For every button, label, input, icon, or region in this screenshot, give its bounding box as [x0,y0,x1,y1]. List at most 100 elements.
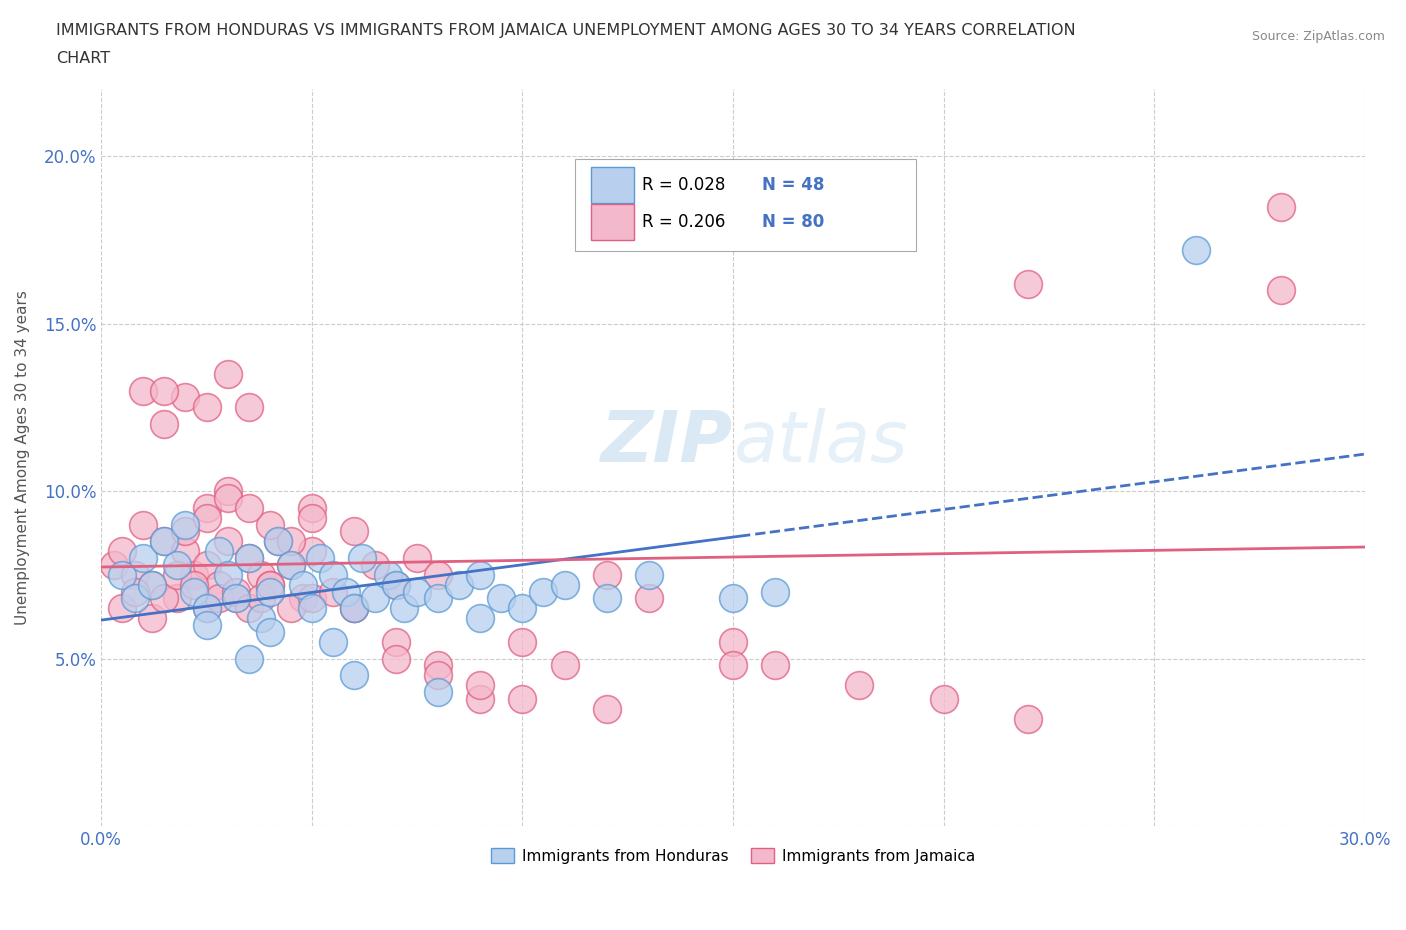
Point [343,668,366,683]
Point [174,517,197,532]
Point [377,567,399,582]
Point [153,534,176,549]
Point [637,567,659,582]
Point [322,634,344,649]
Point [309,551,332,565]
FancyBboxPatch shape [592,204,634,240]
Point [721,658,744,672]
Point [322,584,344,599]
Point [195,500,218,515]
Point [721,634,744,649]
Point [153,591,176,605]
Point [195,511,218,525]
Point [1270,283,1292,298]
Point [385,578,408,592]
Point [259,584,281,599]
Point [721,591,744,605]
Point [343,524,366,538]
Point [208,591,231,605]
Point [124,567,146,582]
Text: R = 0.206: R = 0.206 [643,213,725,231]
Text: Source: ZipAtlas.com: Source: ZipAtlas.com [1251,30,1385,43]
Point [1017,711,1039,726]
Point [174,524,197,538]
Point [132,551,155,565]
Point [195,618,218,632]
Point [427,668,450,683]
Point [111,567,134,582]
Point [364,557,387,572]
Point [470,611,492,626]
Point [267,534,290,549]
Point [238,500,260,515]
Point [292,591,315,605]
Point [195,400,218,415]
Point [124,584,146,599]
Point [153,383,176,398]
Point [301,544,323,559]
Point [259,624,281,639]
Point [166,567,188,582]
Point [250,567,273,582]
Point [111,544,134,559]
Point [225,591,247,605]
Point [1017,276,1039,291]
Point [280,534,302,549]
Point [335,584,357,599]
Point [183,578,205,592]
Point [225,584,247,599]
Point [301,511,323,525]
Text: R = 0.028: R = 0.028 [643,176,725,194]
Point [217,534,239,549]
Point [238,400,260,415]
Point [111,601,134,616]
Point [763,584,786,599]
Point [238,651,260,666]
Point [595,567,617,582]
Point [141,578,163,592]
Legend: Immigrants from Honduras, Immigrants from Jamaica: Immigrants from Honduras, Immigrants fro… [485,842,981,870]
Point [470,567,492,582]
Point [141,578,163,592]
Point [427,567,450,582]
Point [595,591,617,605]
Point [470,691,492,706]
Point [132,383,155,398]
Point [322,567,344,582]
Point [301,591,323,605]
Point [301,500,323,515]
Point [217,567,239,582]
Point [141,611,163,626]
Point [512,634,534,649]
Point [183,584,205,599]
Point [385,578,408,592]
Text: CHART: CHART [56,51,110,66]
Text: ZIP: ZIP [600,408,733,477]
Text: atlas: atlas [733,408,908,477]
Point [394,601,416,616]
Point [554,578,576,592]
FancyBboxPatch shape [592,167,634,204]
Point [195,557,218,572]
Point [512,691,534,706]
Point [238,551,260,565]
Point [343,601,366,616]
Point [427,684,450,699]
Text: IMMIGRANTS FROM HONDURAS VS IMMIGRANTS FROM JAMAICA UNEMPLOYMENT AMONG AGES 30 T: IMMIGRANTS FROM HONDURAS VS IMMIGRANTS F… [56,23,1076,38]
Point [364,591,387,605]
Point [195,601,218,616]
Point [225,591,247,605]
Point [406,584,429,599]
Point [470,678,492,693]
Point [183,567,205,582]
Point [166,591,188,605]
Point [250,591,273,605]
Point [124,591,146,605]
Point [238,601,260,616]
Point [595,701,617,716]
Point [217,490,239,505]
Point [174,544,197,559]
Point [1185,243,1208,258]
Point [385,651,408,666]
Point [280,557,302,572]
